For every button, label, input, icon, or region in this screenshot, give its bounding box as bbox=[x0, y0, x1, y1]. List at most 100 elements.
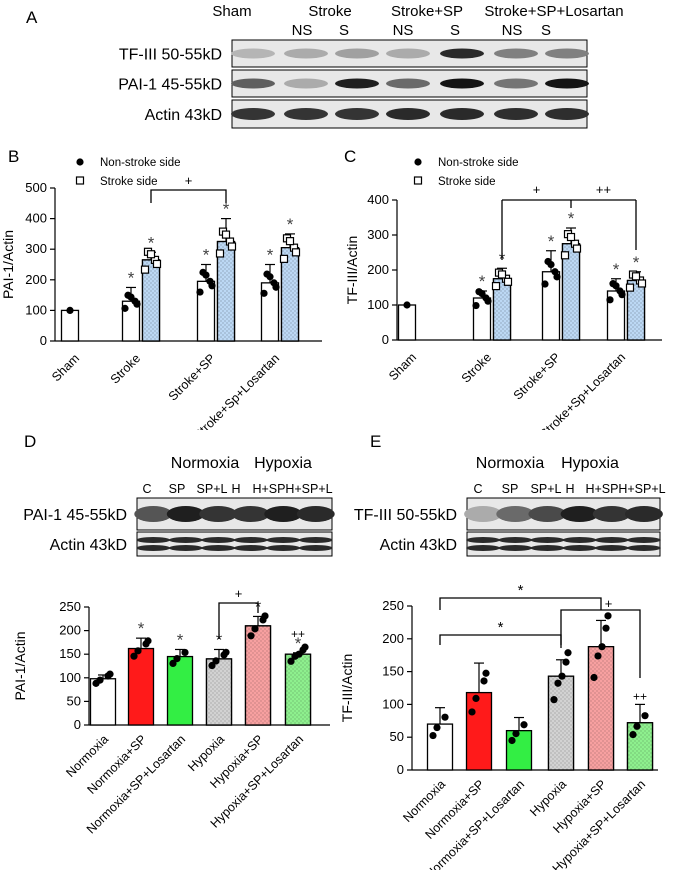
data-point bbox=[134, 647, 142, 655]
data-point bbox=[272, 283, 280, 291]
blot-condition-label: Hypoxia bbox=[254, 455, 312, 472]
bracket-label: * bbox=[518, 582, 524, 599]
blot-band-label: PAI-1 45-55kD bbox=[23, 507, 127, 524]
significance-bracket bbox=[439, 634, 562, 645]
blot-band bbox=[266, 545, 301, 551]
blot-band bbox=[440, 48, 484, 59]
blot-band bbox=[545, 78, 589, 89]
data-point bbox=[287, 657, 295, 665]
data-point bbox=[602, 624, 610, 632]
data-point bbox=[562, 658, 570, 666]
blot-band bbox=[231, 108, 275, 120]
blot-group-label: Stroke+SP bbox=[391, 3, 463, 20]
blot-strip bbox=[466, 531, 661, 557]
significance-star: * bbox=[148, 233, 155, 252]
blot-band bbox=[626, 537, 661, 543]
data-point bbox=[547, 260, 555, 269]
blot-band-label: Actin 43kD bbox=[380, 537, 457, 554]
blot-band bbox=[594, 537, 629, 543]
blot-lane-label: SP+L bbox=[531, 482, 562, 496]
y-tick-label: 200 bbox=[59, 623, 81, 638]
significance-mark: ++ bbox=[291, 627, 305, 641]
blot-band bbox=[498, 537, 533, 543]
data-point bbox=[441, 713, 449, 721]
y-tick-label: 0 bbox=[382, 332, 389, 347]
y-tick-label: 150 bbox=[382, 664, 404, 679]
y-tick-label: 200 bbox=[367, 262, 389, 277]
blot-band bbox=[440, 108, 484, 120]
data-point bbox=[480, 677, 488, 685]
y-tick-label: 150 bbox=[59, 646, 81, 661]
bracket-label: + bbox=[235, 586, 243, 601]
bar bbox=[426, 723, 454, 771]
significance-mark: * bbox=[138, 619, 145, 638]
bar bbox=[196, 280, 216, 342]
blot-lane-label: C bbox=[473, 482, 482, 496]
data-point bbox=[433, 723, 441, 732]
bar-pattern bbox=[626, 722, 654, 771]
chart-d: 050100150200250PAI-1/ActinNormoxia*Normo… bbox=[12, 586, 330, 836]
blot-band-label: TF-III 50-55kD bbox=[354, 507, 457, 524]
bar-pattern bbox=[205, 658, 233, 726]
blot-side-label: NS bbox=[292, 22, 313, 39]
bar-pattern bbox=[284, 653, 312, 726]
blot-band bbox=[545, 108, 589, 120]
panel-letter: C bbox=[344, 147, 356, 166]
blot-band bbox=[168, 537, 203, 543]
data-point bbox=[222, 648, 230, 656]
data-point bbox=[301, 643, 309, 651]
blot-band bbox=[386, 78, 430, 89]
panel-a-blot: Sham Stroke Stroke+SP Stroke+SP+Losartan NS… bbox=[118, 3, 624, 129]
x-tick-label: Sham bbox=[386, 350, 419, 383]
x-tick-label: Sham bbox=[49, 351, 82, 384]
data-point bbox=[512, 729, 520, 738]
significance-mark: * bbox=[177, 630, 184, 649]
chart-c: 0 100 200 300 400 TF-III/Actin C Non-stroke sid… bbox=[344, 147, 662, 430]
blot-band bbox=[530, 537, 565, 543]
data-point bbox=[566, 232, 576, 242]
blot-group-label: Sham bbox=[212, 3, 251, 20]
blot-band bbox=[545, 48, 589, 59]
blot-band bbox=[231, 506, 270, 522]
y-tick-label: 250 bbox=[59, 599, 81, 614]
blot-band bbox=[136, 537, 171, 543]
chart-e: 050100150200250TF-III/ActinNormoxiaNormo… bbox=[342, 582, 658, 870]
blot-condition-label: Normoxia bbox=[476, 455, 545, 472]
y-tick-label: 400 bbox=[367, 192, 389, 207]
data-point bbox=[146, 250, 156, 259]
blot-band bbox=[626, 545, 661, 551]
data-point bbox=[279, 254, 289, 263]
significance-mark: ++ bbox=[633, 689, 647, 703]
data-point bbox=[633, 722, 641, 730]
significance-star: * bbox=[223, 200, 230, 219]
data-point bbox=[96, 676, 104, 684]
data-point bbox=[629, 730, 637, 739]
blot-band bbox=[440, 78, 484, 89]
bar bbox=[166, 655, 194, 726]
blot-band bbox=[201, 537, 236, 543]
data-point bbox=[221, 230, 231, 239]
y-tick-label: 100 bbox=[59, 670, 81, 685]
data-point bbox=[564, 649, 572, 657]
blot-band bbox=[560, 506, 599, 522]
blot-side-label: NS bbox=[502, 22, 523, 39]
blot-band bbox=[233, 545, 268, 551]
data-point bbox=[612, 282, 620, 290]
data-point bbox=[144, 637, 152, 645]
data-point bbox=[251, 625, 259, 633]
blot-band bbox=[594, 545, 629, 551]
data-point bbox=[472, 301, 480, 310]
blot-band bbox=[231, 78, 275, 89]
blot-band bbox=[562, 537, 597, 543]
significance-mark: * bbox=[216, 630, 223, 649]
data-point bbox=[491, 282, 501, 291]
data-point bbox=[196, 288, 204, 296]
y-tick-label: 300 bbox=[25, 241, 47, 256]
data-point bbox=[106, 670, 114, 678]
panel-a-letter: A bbox=[26, 8, 38, 27]
blot-band bbox=[298, 537, 333, 543]
panel-letter: B bbox=[8, 147, 19, 166]
x-tick-label: Stroke bbox=[459, 350, 494, 385]
blot-band bbox=[199, 506, 238, 522]
bracket-label: + bbox=[185, 173, 193, 188]
